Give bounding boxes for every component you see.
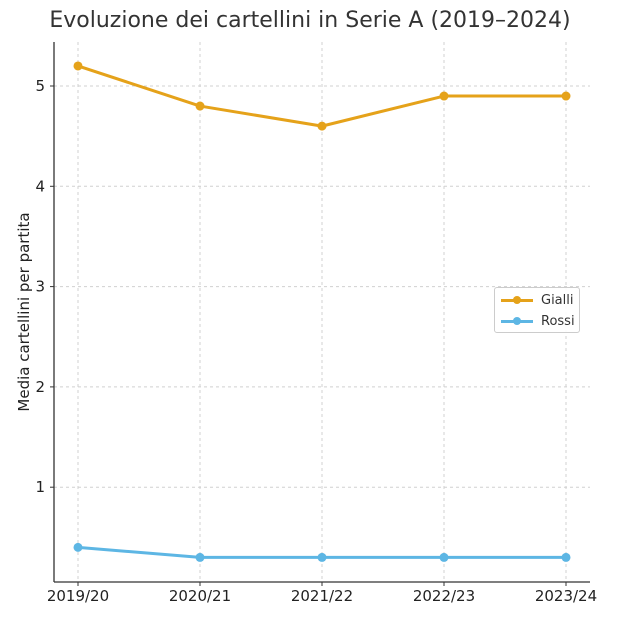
y-tick-label: 3 (35, 278, 45, 296)
data-point (195, 552, 205, 562)
data-point (195, 101, 205, 111)
x-tick-label: 2020/21 (169, 587, 231, 605)
data-point (561, 552, 571, 562)
data-point (561, 91, 571, 101)
data-point (439, 552, 449, 562)
chart-title: Evoluzione dei cartellini in Serie A (20… (49, 8, 571, 33)
x-tick-label: 2021/22 (291, 587, 353, 605)
legend: Gialli Rossi (494, 287, 580, 333)
axes: 2019/20 2020/21 2021/22 2022/23 2023/24 1 2 3 4 5 (35, 42, 597, 605)
legend-label: Rossi (541, 313, 575, 329)
legend-marker-icon (501, 315, 533, 327)
data-point (317, 121, 327, 131)
data-point (73, 61, 83, 71)
y-tick-label: 2 (35, 378, 45, 396)
y-axis-label: Media cartellini per partita (15, 212, 33, 411)
data-series (73, 61, 571, 562)
data-point (317, 552, 327, 562)
y-tick-label: 1 (35, 478, 45, 496)
data-point (73, 542, 83, 552)
legend-item-rossi: Rossi (501, 312, 575, 330)
legend-label: Gialli (541, 292, 574, 308)
y-tick-label: 5 (35, 77, 45, 95)
x-tick-label: 2023/24 (535, 587, 597, 605)
x-tick-label: 2022/23 (413, 587, 475, 605)
legend-marker-icon (501, 294, 533, 306)
x-tick-label: 2019/20 (47, 587, 109, 605)
y-tick-label: 4 (35, 177, 45, 195)
legend-item-gialli: Gialli (501, 291, 574, 309)
data-point (439, 91, 449, 101)
grid-lines (54, 42, 590, 582)
